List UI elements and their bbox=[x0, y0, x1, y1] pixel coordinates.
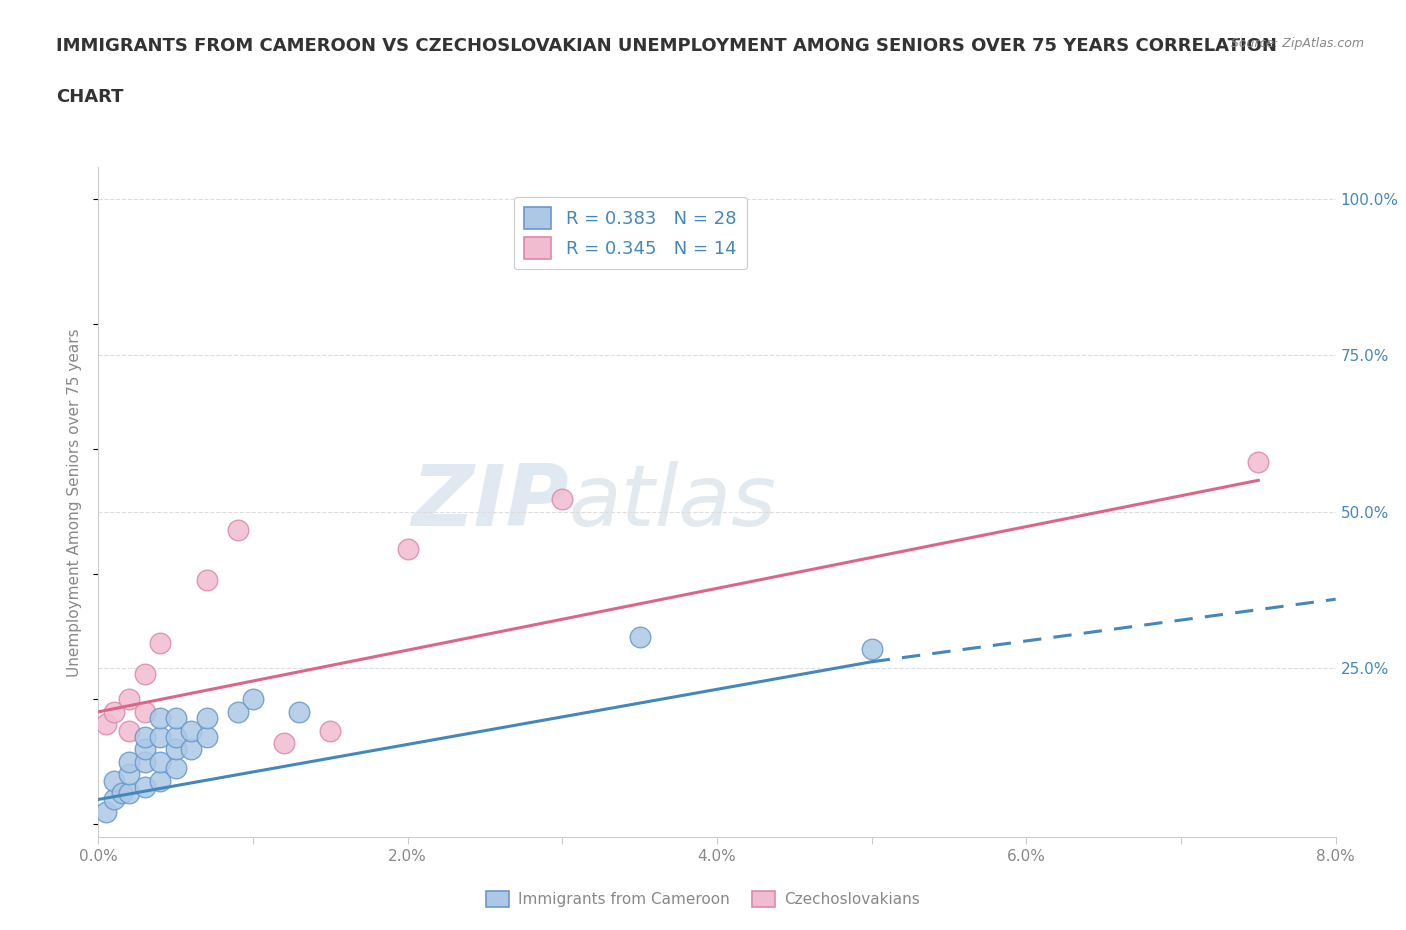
Point bbox=[180, 742, 202, 757]
Point bbox=[226, 704, 249, 719]
Point bbox=[96, 717, 118, 732]
Y-axis label: Unemployment Among Seniors over 75 years: Unemployment Among Seniors over 75 years bbox=[67, 328, 83, 676]
Text: Source: ZipAtlas.com: Source: ZipAtlas.com bbox=[1230, 37, 1364, 50]
Point bbox=[118, 754, 141, 769]
Point bbox=[118, 724, 141, 738]
Point bbox=[195, 711, 218, 725]
Point bbox=[118, 692, 141, 707]
Point bbox=[103, 704, 125, 719]
Text: IMMIGRANTS FROM CAMEROON VS CZECHOSLOVAKIAN UNEMPLOYMENT AMONG SENIORS OVER 75 Y: IMMIGRANTS FROM CAMEROON VS CZECHOSLOVAK… bbox=[56, 37, 1277, 55]
Point bbox=[273, 736, 295, 751]
Point bbox=[96, 804, 118, 819]
Point bbox=[242, 692, 264, 707]
Point bbox=[118, 786, 141, 801]
Point bbox=[628, 630, 651, 644]
Point bbox=[165, 729, 187, 744]
Point bbox=[1247, 454, 1270, 469]
Point bbox=[149, 754, 172, 769]
Point bbox=[551, 492, 574, 507]
Legend: Immigrants from Cameroon, Czechoslovakians: Immigrants from Cameroon, Czechoslovakia… bbox=[479, 884, 927, 913]
Point bbox=[149, 729, 172, 744]
Point bbox=[860, 642, 883, 657]
Text: CHART: CHART bbox=[56, 88, 124, 106]
Point bbox=[134, 742, 156, 757]
Point bbox=[165, 711, 187, 725]
Point bbox=[195, 729, 218, 744]
Legend: R = 0.383   N = 28, R = 0.345   N = 14: R = 0.383 N = 28, R = 0.345 N = 14 bbox=[513, 196, 748, 270]
Point bbox=[195, 573, 218, 588]
Point bbox=[149, 711, 172, 725]
Point bbox=[134, 704, 156, 719]
Point bbox=[134, 667, 156, 682]
Point bbox=[111, 786, 134, 801]
Text: atlas: atlas bbox=[568, 460, 776, 544]
Point bbox=[319, 724, 342, 738]
Point bbox=[226, 523, 249, 538]
Point bbox=[134, 754, 156, 769]
Point bbox=[103, 773, 125, 788]
Point bbox=[149, 773, 172, 788]
Point bbox=[180, 724, 202, 738]
Point bbox=[134, 779, 156, 794]
Point bbox=[118, 767, 141, 782]
Point bbox=[165, 742, 187, 757]
Text: ZIP: ZIP bbox=[411, 460, 568, 544]
Point bbox=[134, 729, 156, 744]
Point bbox=[149, 635, 172, 650]
Point bbox=[103, 792, 125, 807]
Point bbox=[165, 761, 187, 776]
Point bbox=[396, 541, 419, 556]
Point bbox=[288, 704, 311, 719]
